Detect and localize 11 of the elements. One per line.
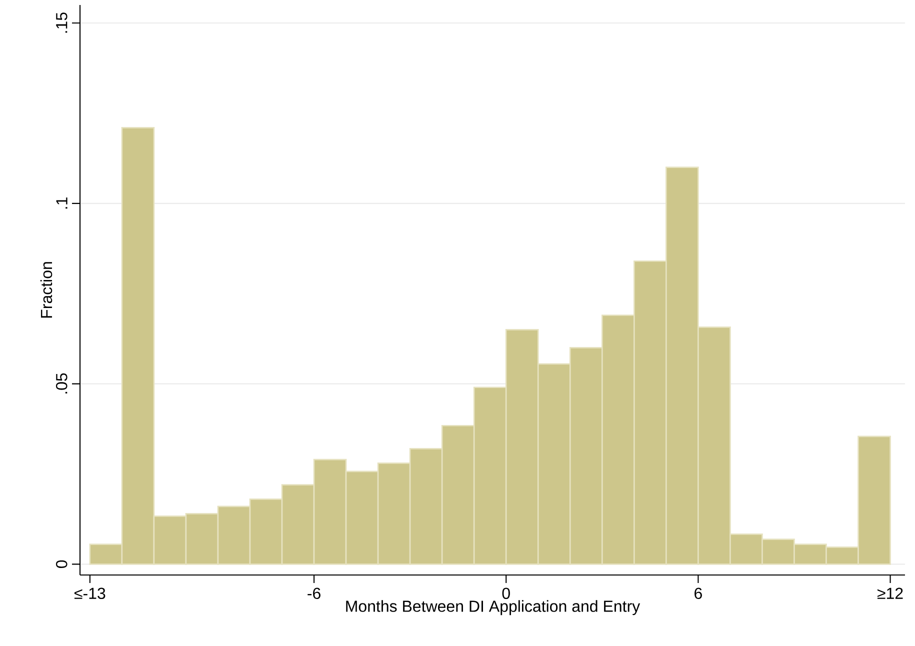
x-tick-label: ≤-13 xyxy=(74,588,106,600)
x-tick-label: 6 xyxy=(694,588,702,600)
y-tick-label: .1 xyxy=(56,198,68,209)
y-tick-label: .05 xyxy=(56,373,68,394)
y-tick-label: 0 xyxy=(56,560,68,568)
y-axis-title: Fraction xyxy=(40,262,52,318)
x-tick-label: -6 xyxy=(308,588,320,600)
x-tick-label: 0 xyxy=(502,588,510,600)
x-tick-label: ≥12 xyxy=(877,588,903,599)
x-axis-title: Months Between DI Application and Entry xyxy=(346,600,640,616)
y-tick-label: .15 xyxy=(56,12,68,33)
